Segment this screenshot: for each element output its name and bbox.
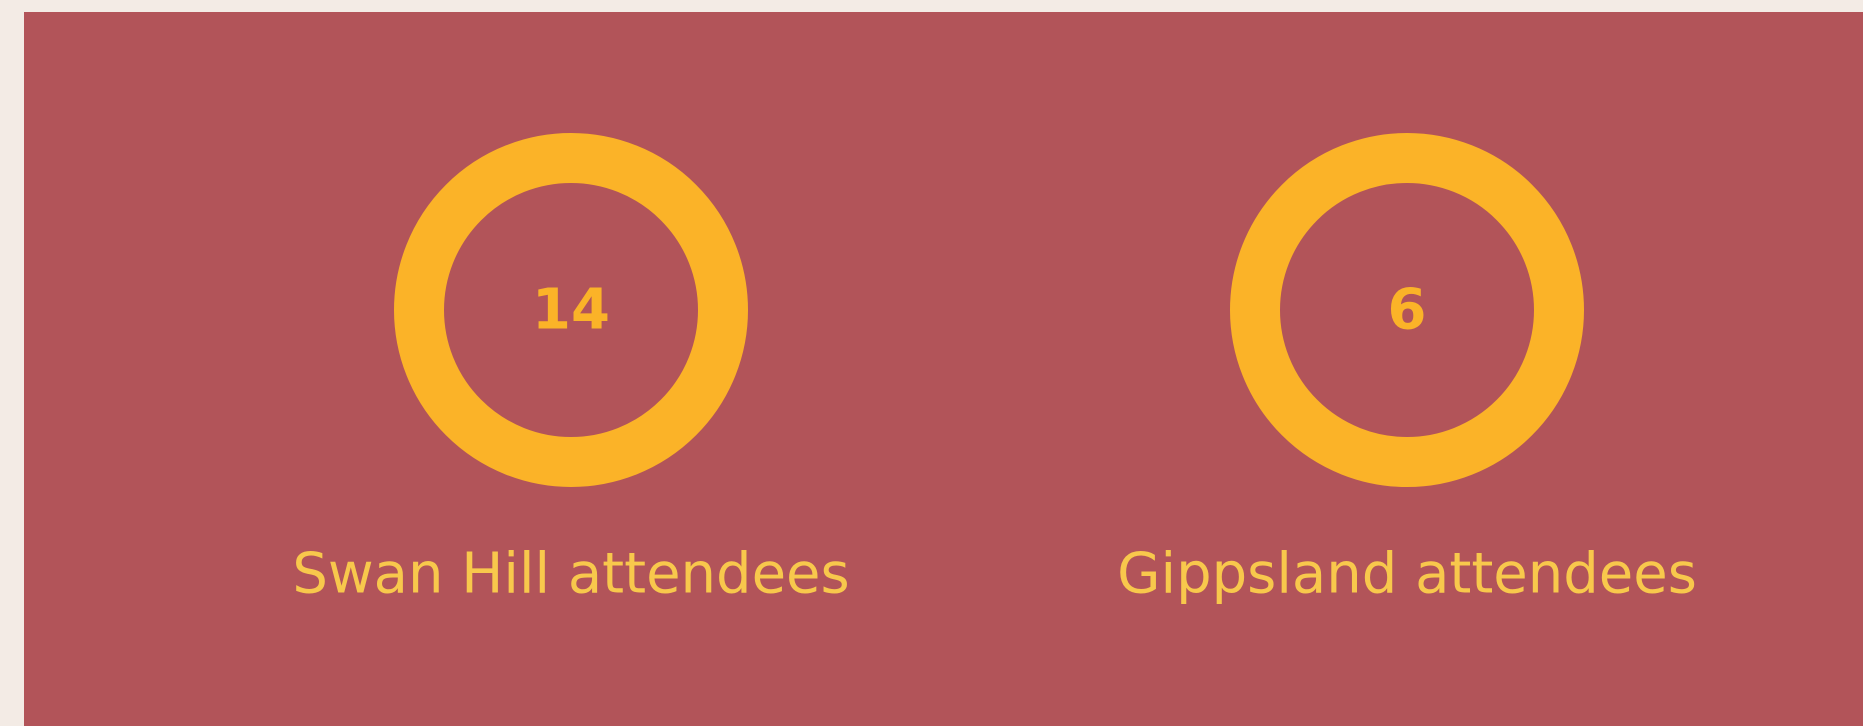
stat-label: Swan Hill attendees [292, 542, 849, 607]
panel [24, 12, 1863, 726]
stat-label: Gippsland attendees [1117, 542, 1697, 607]
stats: 14 Swan Hill attendees 6 Gippsland attendee… [292, 133, 1697, 607]
stat-ring [394, 133, 748, 487]
stat-value: 6 [1388, 278, 1427, 343]
stat-ring [1230, 133, 1584, 487]
stat-value: 14 [532, 278, 610, 343]
